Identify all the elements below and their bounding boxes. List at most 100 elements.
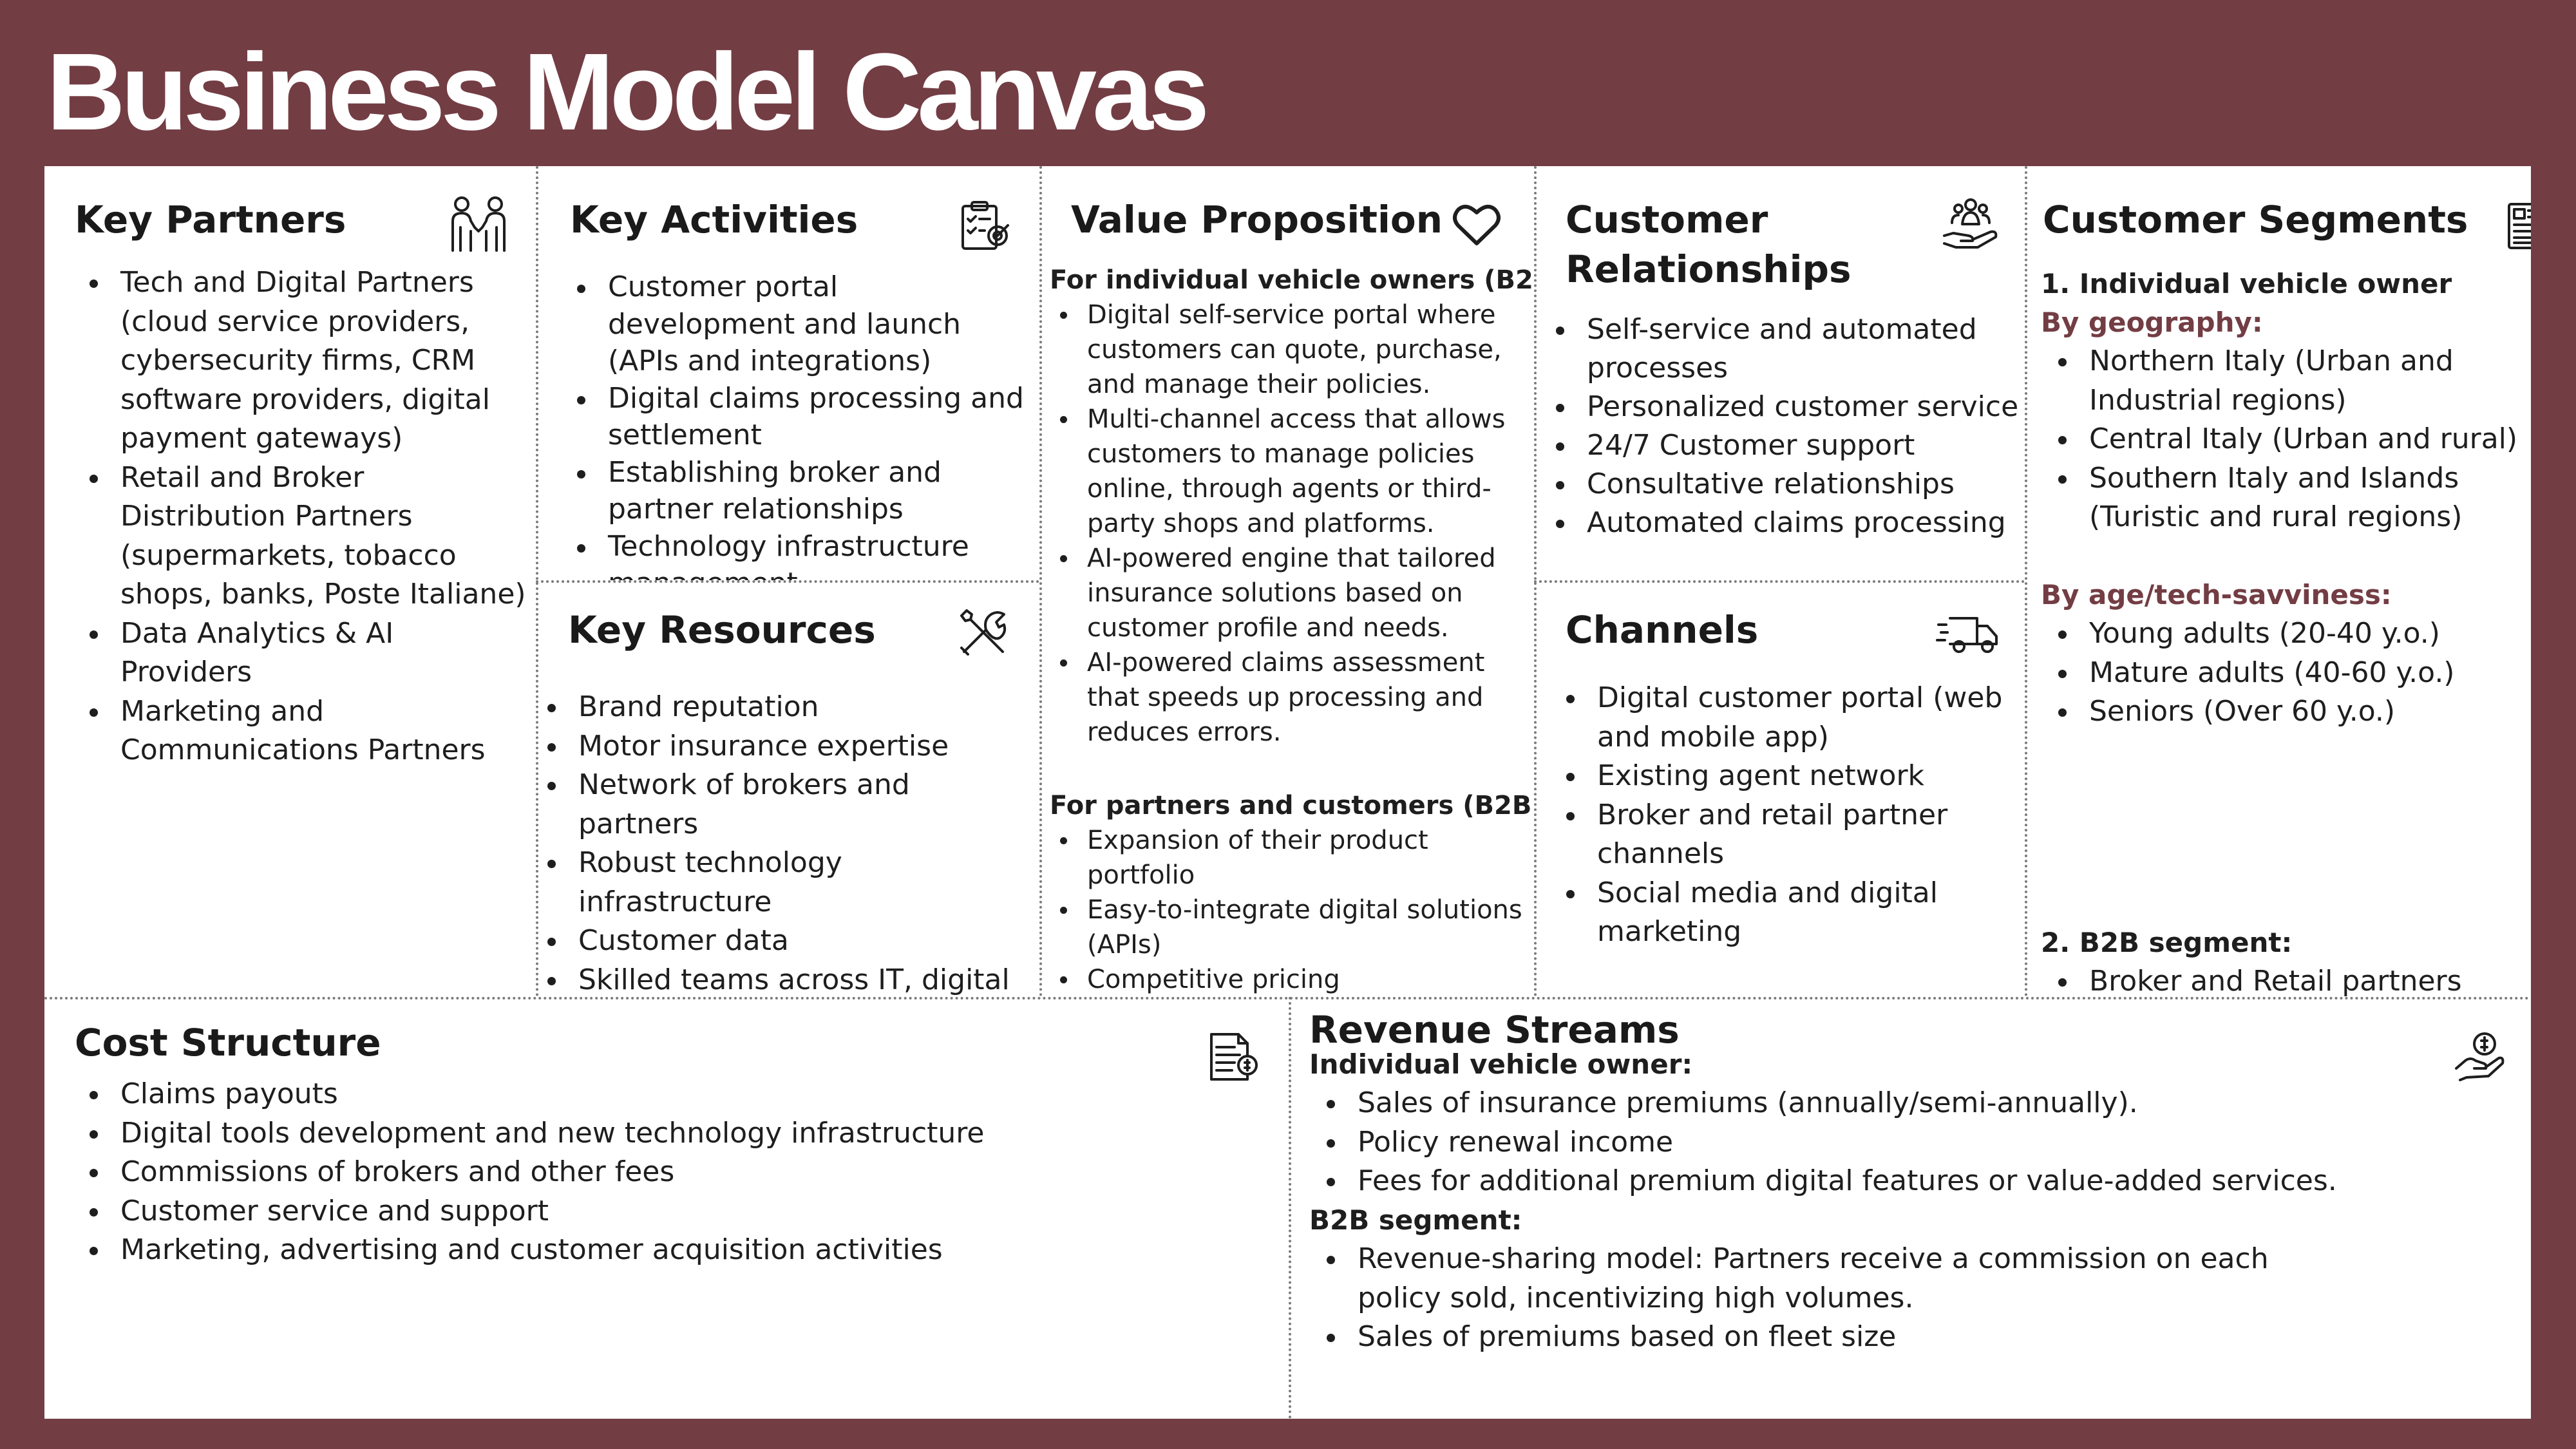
list-item: Digital claims processing and settlement: [563, 380, 1033, 454]
hand-people-icon: [1942, 197, 2000, 250]
list-item: Fees for additional premium digital feat…: [1312, 1162, 2517, 1201]
divider: [1039, 166, 1042, 997]
list-item: Claims payouts: [75, 1075, 1273, 1114]
list-item: Young adults (20-40 y.o.): [2044, 614, 2527, 654]
divider: [2025, 166, 2027, 997]
list-item: Southern Italy and Islands (Turistic and…: [2044, 459, 2527, 537]
b2b-subtitle: For partners and customers (B2B):: [1050, 791, 1534, 820]
customer-relationships-section: Customer Relationships Self-service and …: [1537, 166, 2025, 580]
key-resources-heading: Key Resources: [568, 608, 876, 652]
list-item: Customer data: [538, 922, 1036, 961]
list-item: Personalized customer service: [1542, 388, 2022, 426]
list-item: Retail and Broker Distribution Partners …: [75, 459, 526, 614]
list-item: Easy-to-integrate digital solutions (API…: [1045, 893, 1534, 962]
value-proposition-section: Value Proposition For individual vehicle…: [1042, 166, 1534, 997]
b2c-subtitle: For individual vehicle owners (B2C):: [1050, 265, 1534, 295]
customer-segments-heading: Customer Segments: [2043, 198, 2468, 242]
list-item: Broker and retail partner channels: [1552, 796, 2016, 874]
list-item: Network of brokers and partners: [538, 766, 1036, 844]
key-partners-list: Tech and Digital Partners (cloud service…: [75, 263, 526, 770]
individual-revenue-list: Sales of insurance premiums (annually/se…: [1312, 1084, 2517, 1201]
list-item: Existing agent network: [1552, 757, 2016, 796]
key-resources-section: Key Resources Brand reputation Motor ins…: [538, 583, 1039, 997]
b2b-revenue-subtitle: B2B segment:: [1309, 1204, 1522, 1236]
key-partners-heading: Key Partners: [75, 198, 346, 242]
list-item: Seniors (Over 60 y.o.): [2044, 692, 2527, 732]
geography-list: Northern Italy (Urban and Industrial reg…: [2044, 342, 2527, 537]
list-item: Consultative relationships: [1542, 465, 2022, 504]
list-item: Self-service and automated processes: [1542, 310, 2022, 388]
tools-icon: [958, 607, 1009, 658]
cost-structure-heading: Cost Structure: [75, 1021, 381, 1065]
cost-structure-section: Cost Structure Claims payouts Digital to…: [44, 999, 1289, 1419]
list-item: Automated claims processing: [1542, 504, 2022, 542]
value-proposition-heading: Value Proposition: [1071, 198, 1443, 242]
document-list-icon: [2506, 202, 2531, 251]
list-item: Skilled teams across IT, digital innovat…: [538, 961, 1036, 998]
revenue-streams-heading: Revenue Streams: [1309, 1008, 1680, 1052]
invoice-icon: [1209, 1032, 1260, 1082]
checklist-target-icon: [960, 200, 1010, 251]
key-partners-section: Key Partners Tech and Digital Partners (…: [44, 166, 536, 997]
list-item: Multi-channel access that allows custome…: [1045, 402, 1534, 541]
heading-line: Relationships: [1566, 247, 1852, 291]
list-item: Sales of insurance premiums (annually/se…: [1312, 1084, 2517, 1123]
canvas-board: Key Partners Tech and Digital Partners (…: [44, 166, 2531, 1419]
list-item: Tech and Digital Partners (cloud service…: [75, 263, 526, 459]
divider: [44, 997, 2531, 999]
divider: [536, 580, 1039, 583]
segment-1-title: 1. Individual vehicle owner: [2041, 268, 2452, 299]
list-item: AI-powered engine that tailored insuranc…: [1045, 541, 1534, 645]
b2b-list: Expansion of their product portfolio Eas…: [1045, 823, 1534, 997]
list-item: Competitive pricing: [1045, 962, 1534, 997]
page-title: Business Model Canvas: [46, 31, 1209, 153]
list-item: Motor insurance expertise: [538, 727, 1036, 766]
b2c-list: Digital self-service portal where custom…: [1045, 298, 1534, 750]
hand-coin-icon: [2454, 1030, 2505, 1081]
customer-relationships-list: Self-service and automated processes Per…: [1542, 310, 2022, 542]
channels-section: Channels Digital customer portal (web an…: [1537, 583, 2025, 997]
customer-relationships-heading: Customer Relationships: [1566, 195, 1852, 294]
list-item: Digital self-service portal where custom…: [1045, 298, 1534, 402]
list-item: 24/7 Customer support: [1542, 426, 2022, 465]
age-subtitle: By age/tech-savviness:: [2041, 579, 2392, 611]
list-item: Robust technology infrastructure: [538, 844, 1036, 922]
list-item: Customer service and support: [75, 1192, 1273, 1231]
key-activities-list: Customer portal development and launch (…: [563, 269, 1033, 580]
key-activities-section: Key Activities Customer portal developme…: [538, 166, 1039, 580]
channels-heading: Channels: [1566, 608, 1759, 652]
list-item: Mature adults (40-60 y.o.): [2044, 654, 2527, 693]
list-item: Marketing, advertising and customer acqu…: [75, 1231, 1273, 1270]
list-item: Marketing and Communications Partners: [75, 692, 526, 770]
heading-line: Customer: [1566, 198, 1768, 242]
list-item: AI-powered claims assessment that speeds…: [1045, 645, 1534, 750]
list-item: Digital tools development and new techno…: [75, 1114, 1273, 1153]
list-item: Broker and Retail partners: [2044, 962, 2527, 997]
list-item: Establishing broker and partner relation…: [563, 454, 1033, 528]
segment-2-title: 2. B2B segment:: [2041, 927, 2293, 958]
list-item: Technology infrastructure management: [563, 528, 1033, 580]
list-item: Expansion of their product portfolio: [1045, 823, 1534, 893]
b2b-revenue-list: Revenue-sharing model: Partners receive …: [1312, 1240, 2317, 1357]
list-item: Central Italy (Urban and rural): [2044, 420, 2527, 459]
divider: [1534, 580, 2025, 583]
cost-structure-list: Claims payouts Digital tools development…: [75, 1075, 1273, 1270]
revenue-streams-section: Revenue Streams Individual vehicle owner…: [1291, 999, 2531, 1419]
divider: [1289, 997, 1291, 1419]
b2b-segment-list: Broker and Retail partnersB2B Customers:…: [2044, 962, 2527, 997]
list-item: Social media and digital marketing: [1552, 874, 2016, 952]
list-item: Digital customer portal (web and mobile …: [1552, 679, 2016, 757]
list-item: Data Analytics & AI Providers: [75, 614, 526, 692]
list-item: Policy renewal income: [1312, 1123, 2517, 1162]
heart-icon: [1453, 204, 1501, 247]
individual-subtitle: Individual vehicle owner:: [1309, 1048, 1693, 1080]
list-item: Commissions of brokers and other fees: [75, 1153, 1273, 1192]
list-item: Northern Italy (Urban and Industrial reg…: [2044, 342, 2527, 420]
channels-list: Digital customer portal (web and mobile …: [1552, 679, 2016, 952]
key-activities-heading: Key Activities: [570, 198, 858, 242]
key-resources-list: Brand reputation Motor insurance experti…: [538, 688, 1036, 997]
list-item: Brand reputation: [538, 688, 1036, 727]
delivery-truck-icon: [1936, 611, 2000, 656]
customer-segments-section: Customer Segments 1. Individual vehicle …: [2027, 166, 2531, 997]
handshake-people-icon: [446, 195, 511, 253]
